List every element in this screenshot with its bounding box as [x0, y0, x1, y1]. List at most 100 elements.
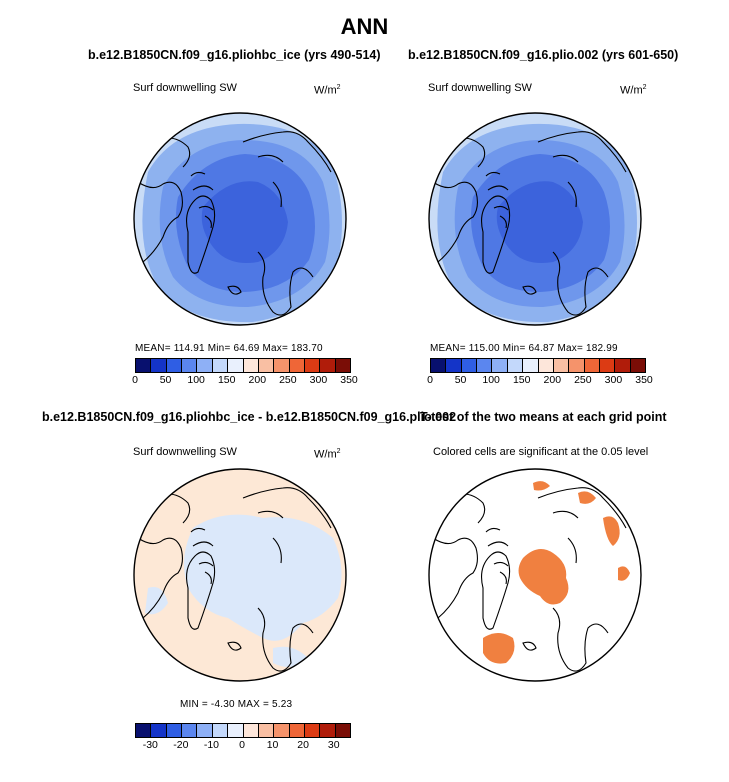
panel1-stats: MEAN= 114.91 Min= 64.69 Max= 183.70	[135, 343, 323, 354]
colorbar-abs-1-tick-label: 50	[159, 374, 172, 386]
colorbar-diff-tick-label: 10	[266, 739, 279, 751]
panel3-map	[133, 468, 347, 682]
colorbar-diff-swatch	[166, 724, 183, 737]
colorbar-abs-1-swatch	[151, 359, 167, 372]
colorbar-diff-tick-label: 30	[327, 739, 340, 751]
colorbar-diff-swatch	[136, 724, 152, 737]
panel3-coast-archipelago	[190, 527, 214, 585]
panel4-significant-region-right	[618, 566, 630, 581]
colorbar-abs-2-swatch	[584, 359, 600, 372]
panel3-coast-greenland	[186, 551, 216, 630]
colorbar-abs-2-tick-label: 200	[543, 374, 562, 386]
panel2-coast-eurasia	[537, 131, 627, 208]
colorbar-abs-2-swatch	[523, 359, 539, 372]
colorbar-diff-swatch	[197, 724, 213, 737]
colorbar-abs-1-tick-label: 150	[217, 374, 236, 386]
panel3-stats: MIN = -4.30 MAX = 5.23	[180, 699, 293, 710]
panel2-stats: MEAN= 115.00 Min= 64.87 Max= 182.99	[430, 343, 618, 354]
panel4-significant-region-east	[603, 516, 620, 546]
colorbar-abs-1-tick-label: 300	[309, 374, 328, 386]
panel3-variable-label: Surf downwelling SW	[133, 446, 237, 458]
panel1-coast-iceland	[227, 285, 242, 295]
colorbar-abs-2-tick-label: 250	[574, 374, 592, 386]
panel4-coast-scandinavia	[552, 607, 609, 672]
panel1-coast-scandinavia	[257, 251, 314, 316]
colorbar-diff-swatch	[335, 724, 351, 737]
colorbar-abs-1	[135, 358, 351, 373]
panel4-coast-canada	[432, 537, 479, 619]
colorbar-abs-2-swatch	[507, 359, 524, 372]
panel4-coast-eurasia	[537, 487, 627, 564]
panel4-variable-label: Colored cells are significant at the 0.0…	[433, 446, 649, 458]
panel2-coast-iceland	[522, 285, 537, 295]
colorbar-abs-2-tick-label: 100	[482, 374, 500, 386]
colorbar-diff-swatch	[228, 724, 244, 737]
panel3-coast-iceland	[227, 641, 242, 651]
panel1-field-deep	[201, 181, 288, 263]
panel4-coast-greenland	[481, 551, 511, 630]
colorbar-abs-1-tick-label: 350	[340, 374, 358, 386]
panel2-coast-greenland	[481, 195, 511, 274]
panel2-title: b.e12.B1850CN.f09_g16.plio.002 (yrs 601-…	[408, 48, 679, 62]
colorbar-abs-2-tick-label: 350	[635, 374, 653, 386]
colorbar-diff-swatch	[320, 724, 336, 737]
page-title: ANN	[340, 14, 389, 39]
panel4-title: T-test of the two means at each grid poi…	[420, 410, 667, 424]
colorbar-abs-1-tick-label: 200	[248, 374, 267, 386]
colorbar-diff-swatch	[289, 724, 305, 737]
colorbar-abs-2-ticks: 0 50 100 150 200 250 300 350	[427, 374, 653, 388]
colorbar-abs-2-swatch	[446, 359, 462, 372]
panel3-units: W/m2	[314, 448, 341, 461]
colorbar-diff-swatch	[212, 724, 229, 737]
panel2-coast-canada	[432, 181, 479, 263]
colorbar-diff-tick-label: -30	[142, 739, 158, 751]
colorbar-abs-2-tick-label: 0	[427, 374, 433, 386]
colorbar-abs-2	[430, 358, 646, 373]
colorbar-abs-1-tick-label: 100	[187, 374, 205, 386]
panel2-coast-scandinavia	[552, 251, 609, 316]
panel4-map	[428, 468, 642, 682]
panel1-coast-greenland	[186, 195, 216, 274]
colorbar-abs-1-swatch	[335, 359, 351, 372]
colorbar-diff-swatch	[258, 724, 275, 737]
panel4-significant-region-north	[578, 491, 596, 504]
colorbar-abs-2-swatch	[630, 359, 646, 372]
colorbar-abs-1-swatch	[136, 359, 152, 372]
colorbar-abs-2-swatch	[431, 359, 447, 372]
panel4-coast-archipelago	[485, 527, 509, 585]
colorbar-abs-1-swatch	[228, 359, 244, 372]
colorbar-abs-2-swatch	[492, 359, 508, 372]
colorbar-abs-2-swatch	[569, 359, 585, 372]
colorbar-abs-2-swatch	[553, 359, 570, 372]
colorbar-abs-1-swatch	[274, 359, 290, 372]
panel4-coast-iceland	[522, 641, 537, 651]
panel2-coast-archipelago	[485, 171, 509, 229]
colorbar-abs-1-swatch	[289, 359, 305, 372]
panel3-coast-eurasia	[242, 487, 332, 564]
colorbar-diff-ticks: -30 -20 -10 0 10 20 30	[135, 739, 349, 753]
panel3-coast-scandinavia	[257, 607, 314, 672]
panel2-field-deep	[496, 181, 583, 263]
colorbar-abs-1-swatch	[212, 359, 229, 372]
panel4-significant-region-south	[483, 633, 515, 664]
colorbar-diff-swatch	[274, 724, 290, 737]
colorbar-diff-tick-label: -20	[173, 739, 189, 751]
panel1-coast-eurasia	[242, 131, 332, 208]
colorbar-abs-2-swatch	[538, 359, 554, 372]
colorbar-diff-tick-label: 0	[239, 739, 245, 751]
panel4-significant-region-central	[518, 549, 569, 605]
panel1-coast-archipelago	[190, 171, 214, 229]
panel1-coast-canada	[137, 181, 184, 263]
colorbar-abs-1-swatch	[182, 359, 198, 372]
colorbar-abs-1-swatch	[243, 359, 259, 372]
colorbar-diff-swatch	[304, 724, 321, 737]
colorbar-abs-1-swatch	[197, 359, 213, 372]
colorbar-abs-1-tick-label: 0	[132, 374, 138, 386]
colorbar-abs-1-swatch	[304, 359, 321, 372]
colorbar-abs-2-swatch	[461, 359, 478, 372]
colorbar-abs-2-swatch	[477, 359, 493, 372]
colorbar-diff-swatch	[243, 724, 259, 737]
colorbar-abs-1-swatch	[320, 359, 336, 372]
colorbar-abs-2-swatch	[615, 359, 631, 372]
colorbar-abs-1-tick-label: 250	[279, 374, 297, 386]
